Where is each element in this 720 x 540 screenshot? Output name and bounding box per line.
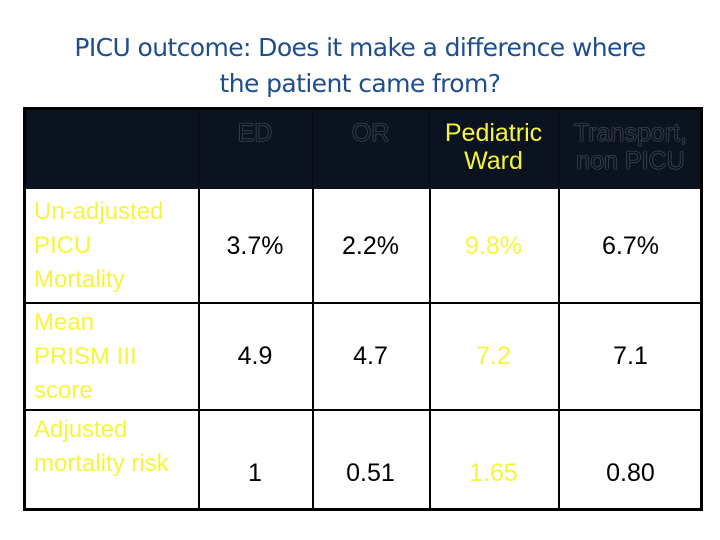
header-ed: ED	[237, 119, 273, 147]
header-transport: Transport, non PICU	[558, 116, 703, 178]
header-transport-line1: Transport,	[573, 119, 687, 147]
header-transport-line2: non PICU	[576, 147, 685, 175]
cell-ed-prism: 4.9	[237, 342, 273, 370]
header-ward-line2: Ward	[464, 147, 523, 175]
cell-transport-unadjusted: 6.7%	[602, 232, 659, 260]
outcome-table: ED OR Pediatric Ward Transport, non PICU…	[23, 107, 703, 511]
cell-ward-unadjusted: 9.8%	[465, 232, 522, 260]
cell-transport-prism: 7.1	[613, 342, 648, 370]
cell-ward-adjusted: 1.65	[469, 458, 518, 487]
header-or: OR	[351, 119, 390, 147]
row-label-adjusted-risk: Adjusted mortality risk	[34, 416, 169, 477]
table-header-row	[26, 110, 700, 189]
cell-ed-unadjusted: 3.7%	[226, 232, 284, 260]
header-ward-line1: Pediatric	[444, 119, 543, 147]
slide-title: PICU outcome: Does it make a difference …	[0, 30, 720, 102]
cell-ward-prism: 7.2	[476, 342, 511, 370]
cell-ed-adjusted: 1	[248, 458, 262, 487]
slide-title-line2: the patient came from?	[219, 69, 501, 98]
cell-or-adjusted: 0.51	[346, 458, 395, 487]
row-label-unadjusted-mortality: Un-adjusted PICU Mortality	[34, 198, 164, 293]
cell-transport-adjusted: 0.80	[606, 458, 655, 487]
cell-or-unadjusted: 2.2%	[342, 232, 399, 260]
slide-title-line1: PICU outcome: Does it make a difference …	[74, 33, 646, 62]
cell-or-prism: 4.7	[353, 342, 388, 370]
row-label-prism-score: Mean PRISM III score	[34, 309, 137, 404]
header-pediatric-ward: Pediatric Ward	[429, 116, 558, 178]
